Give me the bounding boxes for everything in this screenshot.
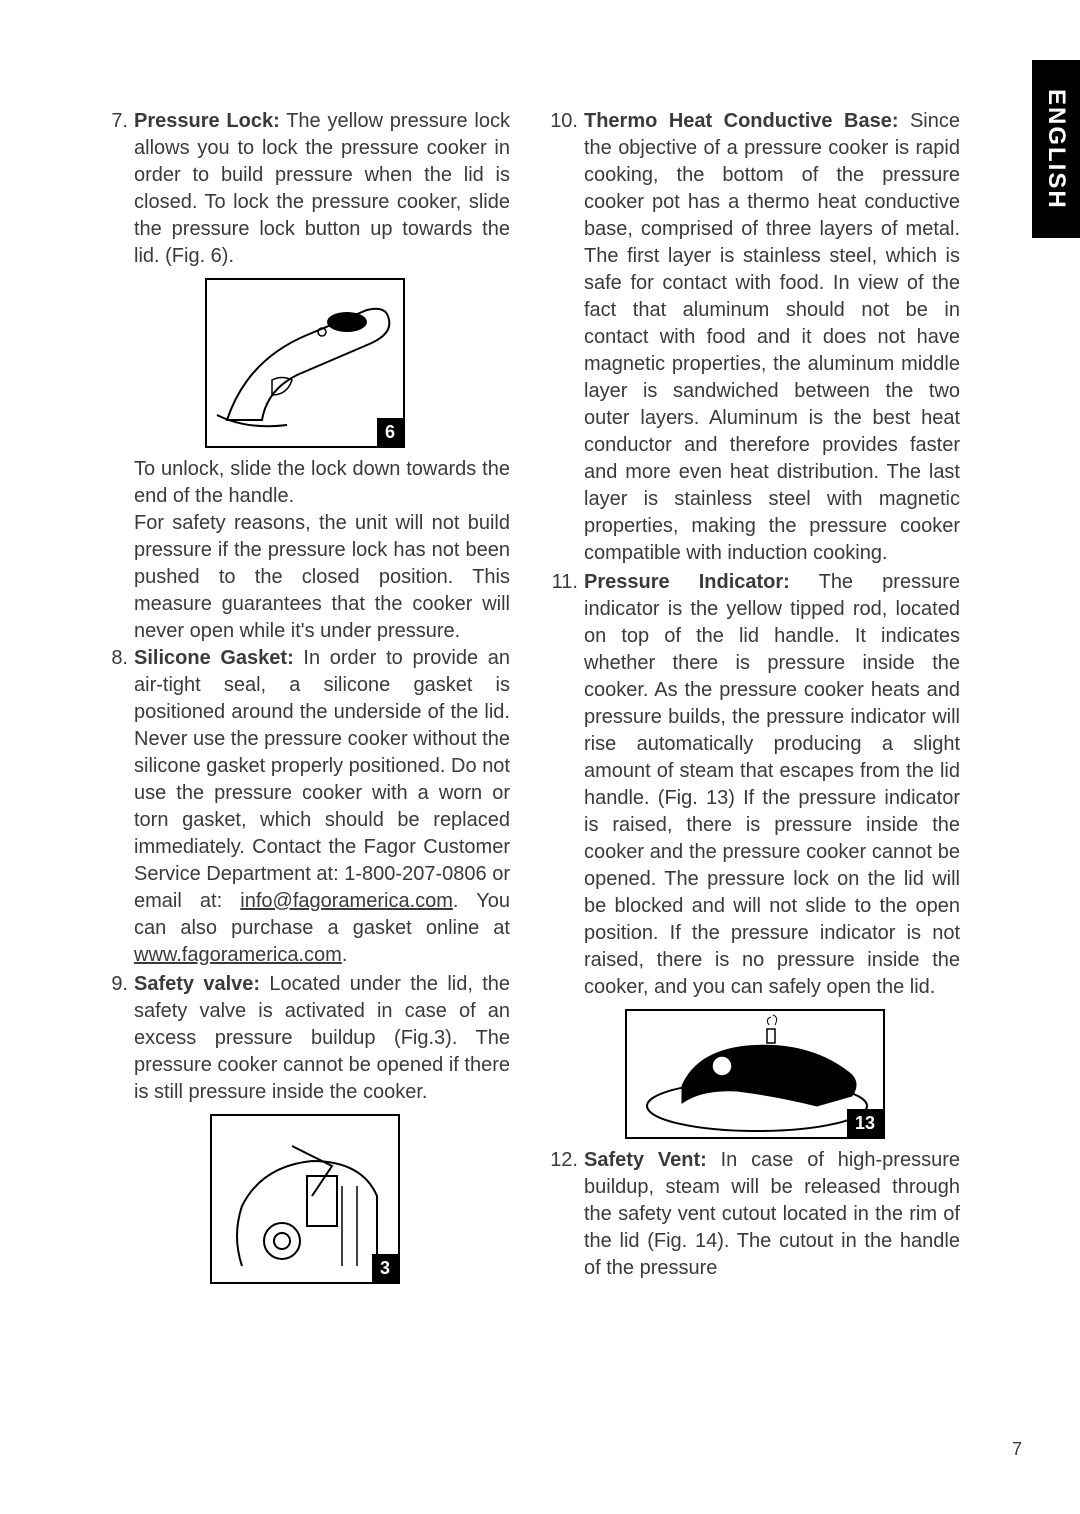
figure-6-box: 6 bbox=[205, 278, 405, 448]
item-number: 12. bbox=[550, 1147, 584, 1282]
item-text: For safety reasons, the unit will not bu… bbox=[134, 510, 510, 645]
item-text: The yellow pressure lock allows you to l… bbox=[134, 110, 510, 267]
item-body: Safety Vent: In case of high-pressure bu… bbox=[584, 1147, 960, 1282]
language-tab-text: ENGLISH bbox=[1042, 89, 1070, 210]
item-title: Safety valve: bbox=[134, 973, 260, 995]
figure-label: 13 bbox=[847, 1109, 883, 1137]
item-body: Silicone Gasket: In order to provide an … bbox=[134, 645, 510, 969]
figure-13: 13 bbox=[550, 1009, 960, 1139]
item-number: 7. bbox=[100, 108, 134, 270]
figure-3-box: 3 bbox=[210, 1114, 400, 1284]
item-7: 7. Pressure Lock: The yellow pressure lo… bbox=[100, 108, 510, 270]
item-body: Thermo Heat Conductive Base: Since the o… bbox=[584, 108, 960, 567]
item-title: Thermo Heat Conductive Base: bbox=[584, 110, 898, 132]
language-tab: ENGLISH bbox=[1032, 60, 1080, 238]
figure-6: 6 bbox=[100, 278, 510, 448]
item-7-cont: To unlock, slide the lock down towards t… bbox=[100, 456, 510, 645]
page-number: 7 bbox=[1012, 1439, 1022, 1460]
figure-label: 3 bbox=[372, 1254, 398, 1282]
figure-3: 3 bbox=[100, 1114, 510, 1284]
item-8: 8. Silicone Gasket: In order to provide … bbox=[100, 645, 510, 969]
item-title: Safety Vent: bbox=[584, 1149, 707, 1171]
item-text: In order to provide an air-tight seal, a… bbox=[134, 647, 510, 912]
item-text: To unlock, slide the lock down towards t… bbox=[134, 456, 510, 510]
item-10: 10. Thermo Heat Conductive Base: Since t… bbox=[550, 108, 960, 567]
item-text: The pressure indicator is the yellow tip… bbox=[584, 571, 960, 998]
item-body: Pressure Lock: The yellow pressure lock … bbox=[134, 108, 510, 270]
figure-13-box: 13 bbox=[625, 1009, 885, 1139]
item-number: 8. bbox=[100, 645, 134, 969]
figure-label: 6 bbox=[377, 418, 403, 446]
item-text: . bbox=[342, 944, 348, 966]
item-number: 10. bbox=[550, 108, 584, 567]
item-12: 12. Safety Vent: In case of high-pressur… bbox=[550, 1147, 960, 1282]
item-title: Silicone Gasket: bbox=[134, 647, 294, 669]
item-title: Pressure Lock: bbox=[134, 110, 280, 132]
item-body: Safety valve: Located under the lid, the… bbox=[134, 971, 510, 1106]
item-9: 9. Safety valve: Located under the lid, … bbox=[100, 971, 510, 1106]
page-content: 7. Pressure Lock: The yellow pressure lo… bbox=[100, 108, 960, 1292]
left-column: 7. Pressure Lock: The yellow pressure lo… bbox=[100, 108, 510, 1292]
item-number: 11. bbox=[550, 569, 584, 1001]
item-text: Since the objective of a pressure cooker… bbox=[584, 110, 960, 564]
item-number: 9. bbox=[100, 971, 134, 1106]
url-link: www.fagoramerica.com bbox=[134, 944, 342, 966]
item-11: 11. Pressure Indicator: The pressure ind… bbox=[550, 569, 960, 1001]
email-link: info@fagoramerica.com bbox=[240, 890, 453, 912]
item-title: Pressure Indicator: bbox=[584, 571, 790, 593]
item-body: Pressure Indicator: The pressure indicat… bbox=[584, 569, 960, 1001]
right-column: 10. Thermo Heat Conductive Base: Since t… bbox=[550, 108, 960, 1292]
